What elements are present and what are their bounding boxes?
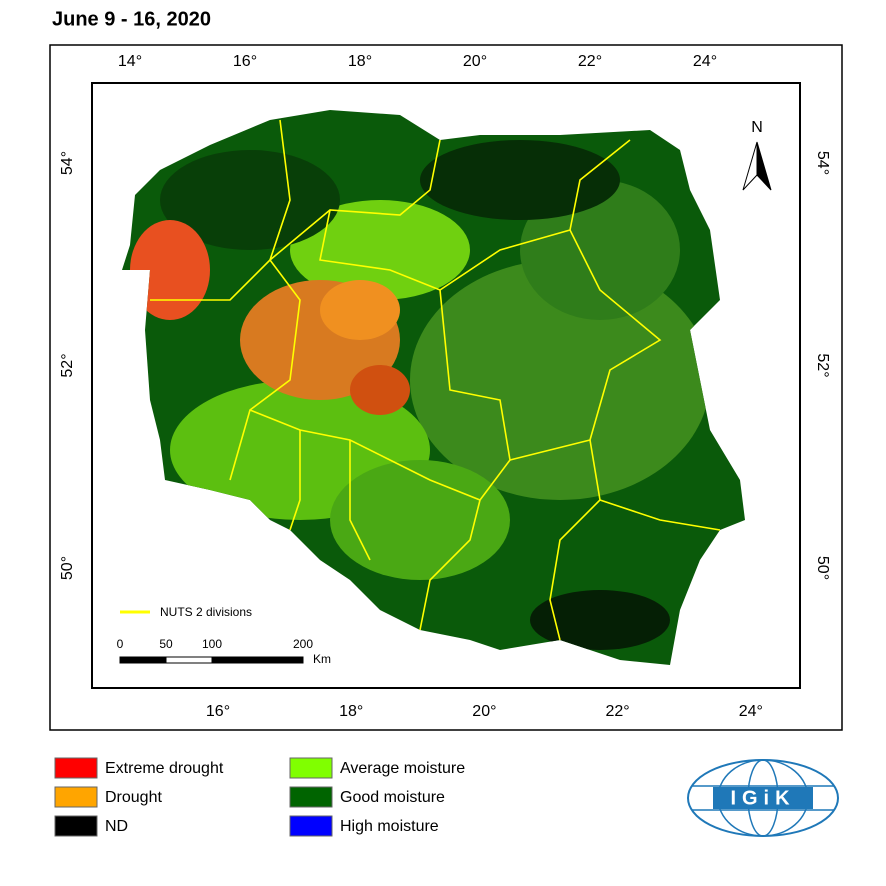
scale-label: 200 <box>293 637 313 651</box>
scale-label: 100 <box>202 637 222 651</box>
scale-label: 0 <box>117 637 124 651</box>
legend-label: Extreme drought <box>105 760 224 777</box>
scale-segment <box>257 656 304 664</box>
legend-swatch <box>289 757 333 779</box>
nuts-label: NUTS 2 divisions <box>160 605 252 619</box>
bottom-label: 18° <box>339 703 363 720</box>
legend-swatch <box>289 786 333 808</box>
north-arrow: N <box>742 119 772 191</box>
top-label: 14° <box>118 53 142 70</box>
legend-label: Drought <box>105 789 162 806</box>
scale-segment <box>211 656 259 664</box>
scale-segment <box>119 656 167 664</box>
legend-swatch <box>54 757 98 779</box>
logo: IGiK <box>687 759 839 837</box>
legend-label: ND <box>105 818 128 835</box>
legend-swatch <box>54 815 98 837</box>
top-label: 22° <box>578 53 602 70</box>
scale-segment <box>165 656 213 664</box>
top-label: 16° <box>233 53 257 70</box>
scale-label: 50 <box>159 637 173 651</box>
legend-label: Good moisture <box>340 789 445 806</box>
left-label: 54° <box>59 151 76 175</box>
right-label: 50° <box>814 556 831 580</box>
map <box>122 110 745 665</box>
bottom-label: 16° <box>206 703 230 720</box>
right-label: 54° <box>814 151 831 175</box>
legend-swatch <box>54 786 98 808</box>
logo-text: IGiK <box>730 787 795 809</box>
bottom-label: 22° <box>605 703 629 720</box>
left-label: 52° <box>59 353 76 377</box>
graticule-labels: 14° 16° 18° 20° 22° 24° 16° 18° 20° 22° 24° 54° 52° 5… <box>59 53 831 720</box>
top-label: 24° <box>693 53 717 70</box>
top-label: 20° <box>463 53 487 70</box>
left-label: 50° <box>59 556 76 580</box>
legend-label: High moisture <box>340 818 439 835</box>
north-label: N <box>751 119 763 136</box>
legend: Extreme drought Drought ND Average moisture… <box>54 757 465 837</box>
outer-frame <box>49 44 843 731</box>
top-label: 18° <box>348 53 372 70</box>
bottom-label: 24° <box>739 703 763 720</box>
scale-unit: Km <box>313 652 331 666</box>
right-label: 52° <box>814 353 831 377</box>
bottom-label: 20° <box>472 703 496 720</box>
title: June 9 - 16, 2020 <box>52 8 211 30</box>
legend-label: Average moisture <box>340 760 465 777</box>
legend-swatch <box>289 815 333 837</box>
